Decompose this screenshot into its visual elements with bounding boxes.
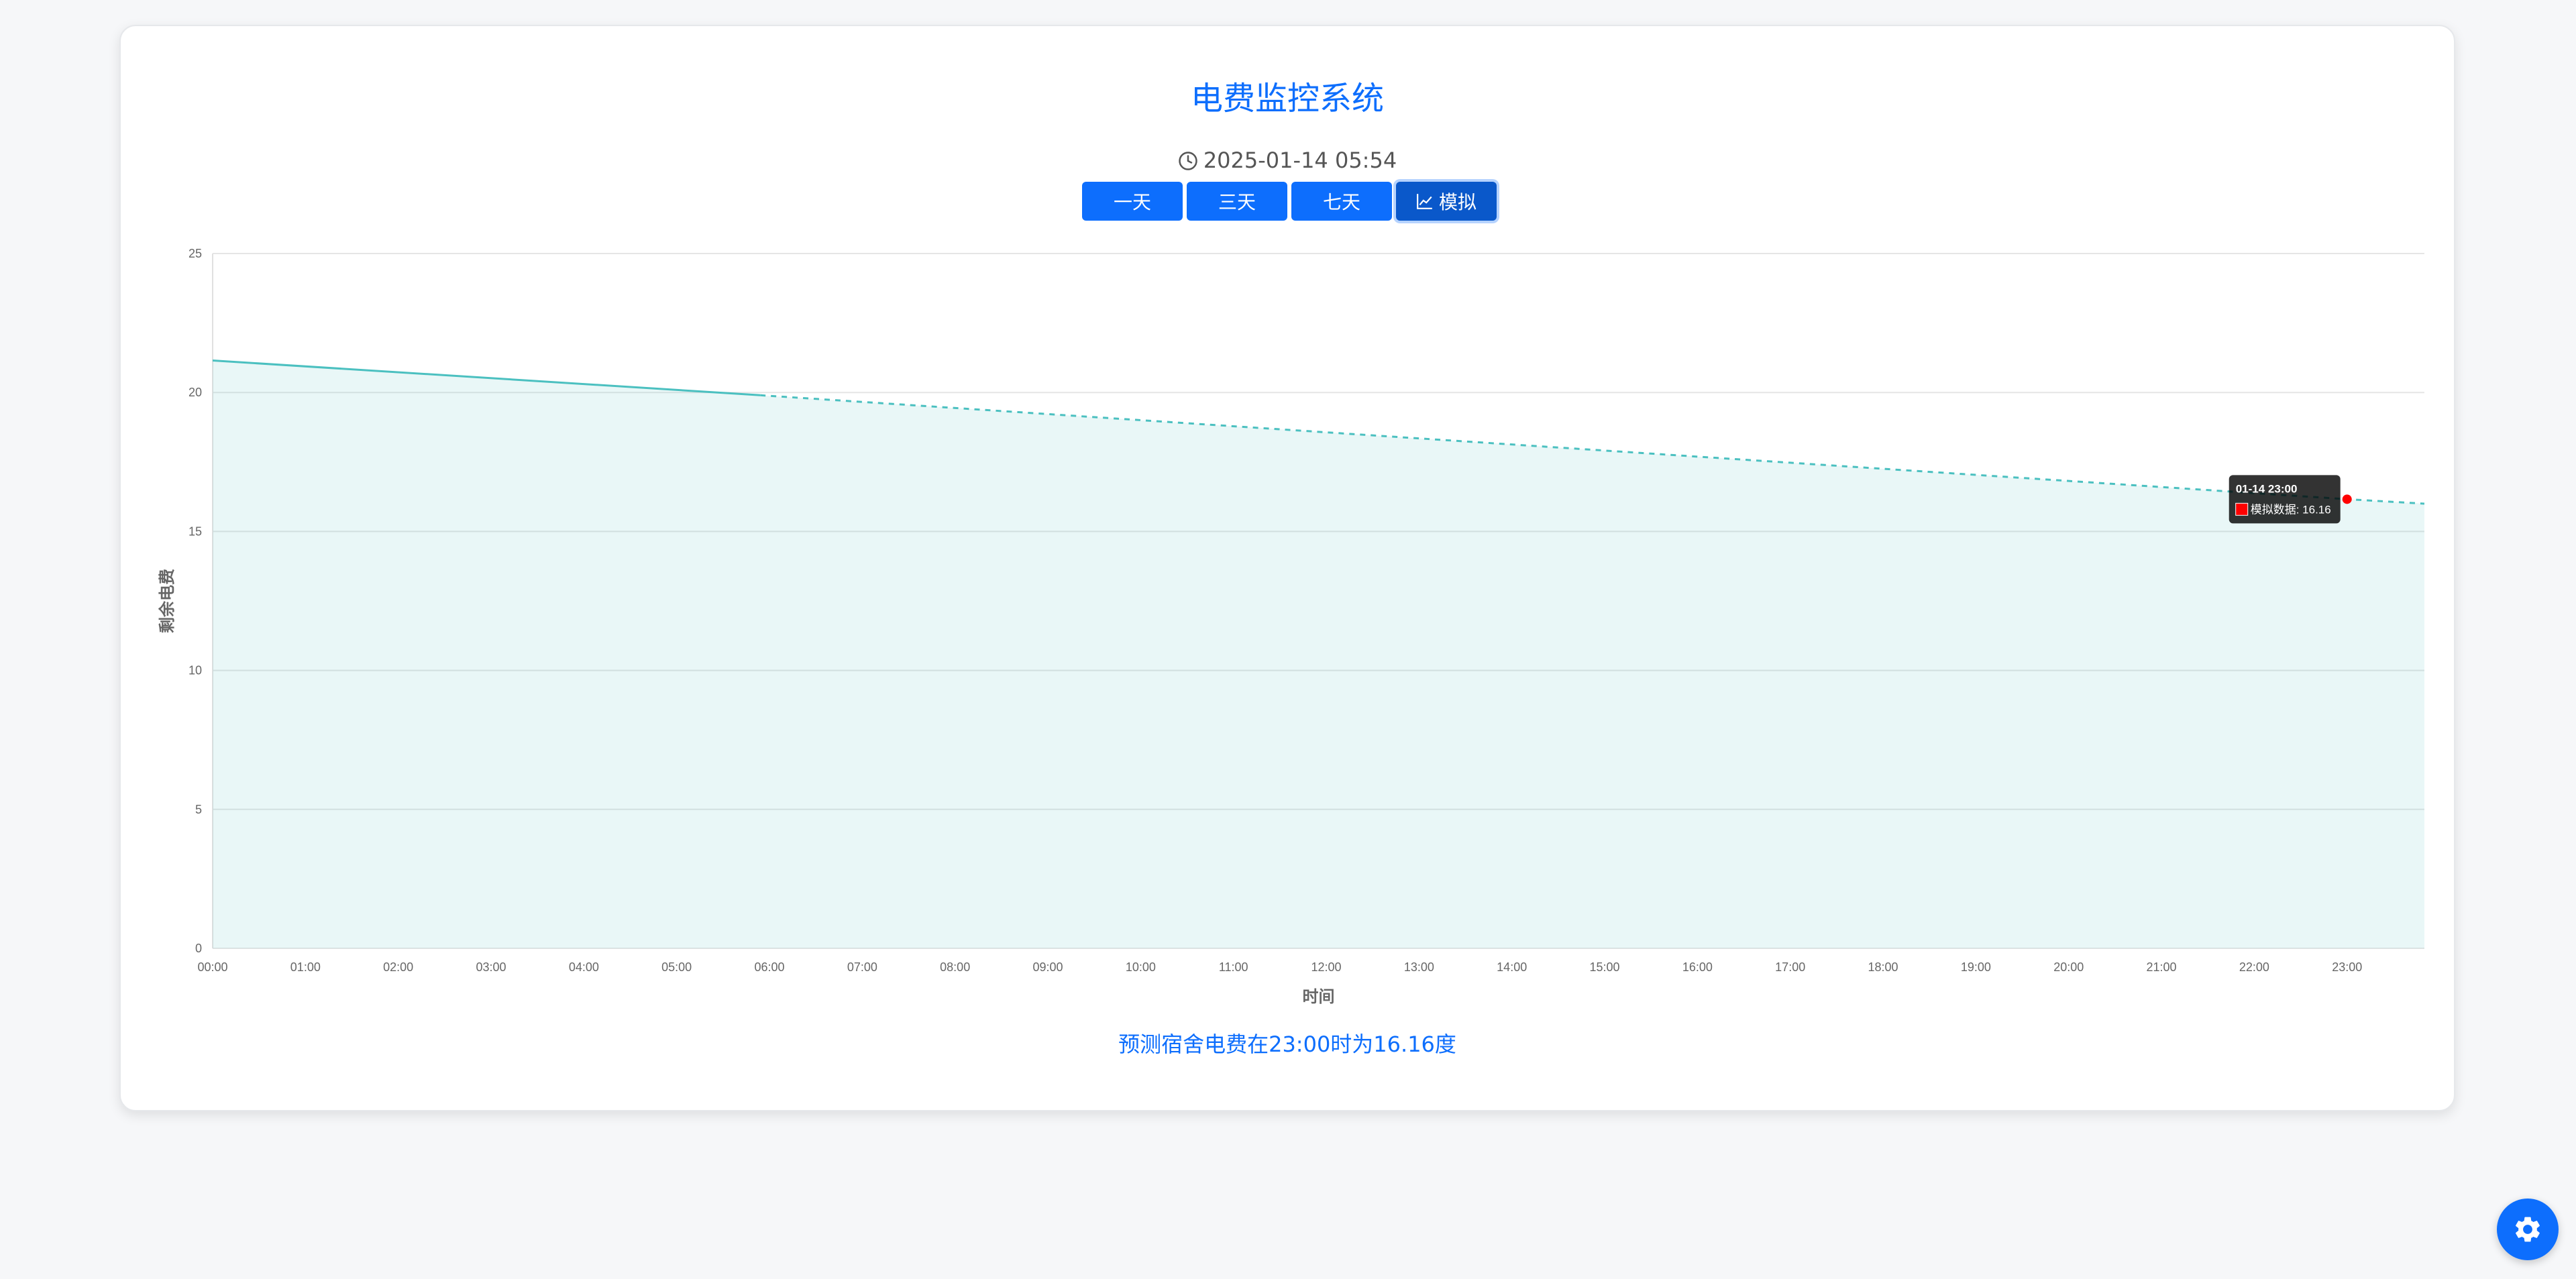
x-tick-label: 04:00 — [569, 960, 599, 974]
x-tick-label: 18:00 — [1868, 960, 1898, 974]
x-tick-label: 03:00 — [476, 960, 506, 974]
x-tick-label: 15:00 — [1590, 960, 1620, 974]
x-tick-label: 07:00 — [847, 960, 877, 974]
y-axis-title: 剩余电费 — [158, 569, 176, 633]
tooltip-box — [2229, 475, 2341, 524]
y-tick-label: 0 — [195, 942, 202, 955]
x-tick-label: 16:00 — [1682, 960, 1713, 974]
gear-icon — [2516, 1217, 2540, 1242]
settings-button[interactable] — [2497, 1199, 2559, 1260]
line-chart-icon — [1417, 194, 1432, 209]
x-tick-label: 21:00 — [2147, 960, 2177, 974]
range-button-group: 一天 三天 七天 模拟 — [1082, 182, 1501, 221]
x-tick-label: 00:00 — [197, 960, 227, 974]
x-axis-title: 时间 — [1303, 988, 1335, 1006]
page-title: 电费监控系统 — [1190, 80, 1384, 117]
x-tick-label: 13:00 — [1404, 960, 1434, 974]
current-datetime: 2025-01-14 05:54 — [121, 146, 2454, 175]
tooltip-swatch — [2235, 502, 2249, 516]
x-tick-label: 11:00 — [1219, 960, 1248, 974]
y-tick-label: 25 — [189, 247, 202, 260]
balance-area-fill — [213, 360, 2424, 948]
balance-chart: 0 5 10 15 20 25 00:00 01:00 02:00 03:00 04:00 05:00… — [158, 247, 2425, 1006]
y-tick-label: 20 — [189, 386, 202, 399]
tooltip-label: 模拟数据: 16.16 — [2251, 503, 2331, 516]
x-tick-label: 06:00 — [754, 960, 784, 974]
main-card: 电费监控系统 2025-01-14 05:54 一天 三天 七天 模拟 0 5 10… — [119, 25, 2455, 1111]
datetime-text: 2025-01-14 05:54 — [1203, 148, 1397, 173]
x-tick-label: 20:00 — [2053, 960, 2084, 974]
y-tick-label: 10 — [189, 664, 202, 677]
simulate-button[interactable]: 模拟 — [1396, 182, 1497, 221]
x-tick-label: 22:00 — [2239, 960, 2269, 974]
x-tick-label: 01:00 — [290, 960, 321, 974]
range-7day-button[interactable]: 七天 — [1291, 182, 1392, 221]
range-1day-button[interactable]: 一天 — [1082, 182, 1183, 221]
y-tick-label: 5 — [195, 803, 202, 816]
range-3day-button[interactable]: 三天 — [1187, 182, 1287, 221]
tooltip-title: 01-14 23:00 — [2236, 482, 2298, 495]
highlight-point — [2342, 494, 2352, 504]
x-tick-label: 02:00 — [383, 960, 413, 974]
x-tick-label: 12:00 — [1311, 960, 1342, 974]
x-tick-label: 23:00 — [2332, 960, 2362, 974]
x-tick-label: 17:00 — [1775, 960, 1805, 974]
x-tick-label: 05:00 — [661, 960, 692, 974]
prediction-text: 预测宿舍电费在23:00时为16.16度 — [1118, 1032, 1456, 1057]
clock-icon — [1179, 152, 1197, 170]
x-tick-label: 08:00 — [940, 960, 970, 974]
y-tick-label: 15 — [189, 524, 202, 538]
x-tick-label: 10:00 — [1126, 960, 1156, 974]
x-tick-label: 14:00 — [1497, 960, 1527, 974]
x-tick-label: 19:00 — [1961, 960, 1991, 974]
actual-balance-line — [212, 359, 761, 396]
x-tick-label: 09:00 — [1032, 960, 1063, 974]
